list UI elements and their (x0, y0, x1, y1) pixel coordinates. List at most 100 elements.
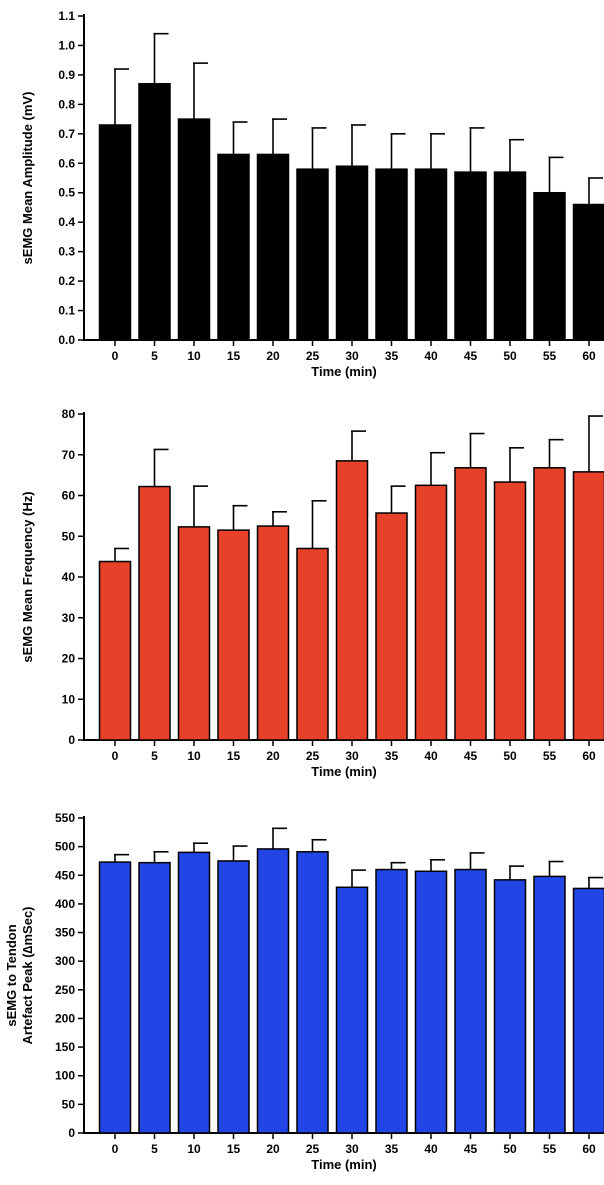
y-tick-label: 100 (55, 1069, 75, 1083)
chart-1: 0.0 0.1 0.2 0.3 0.4 0.5 0.6 0.7 0.8 0.9 1.0 1.1 0 5 10… (20, 9, 604, 379)
x-axis-title: Time (min) (311, 1157, 377, 1172)
bar (296, 168, 329, 341)
y-tick-label: 70 (62, 448, 76, 462)
y-tick-label: 150 (55, 1040, 75, 1054)
x-tick-label: 30 (345, 349, 359, 363)
bar (533, 875, 566, 1134)
bar (414, 168, 448, 341)
x-tick-label: 50 (503, 349, 517, 363)
bar (335, 886, 369, 1134)
x-tick-label: 25 (306, 1142, 320, 1156)
bar (335, 460, 369, 741)
x-tick-label: 0 (112, 749, 119, 763)
bar (572, 203, 604, 341)
x-tick-label: 55 (543, 349, 557, 363)
bar (177, 526, 211, 741)
bar (217, 529, 250, 741)
y-tick-label: 200 (55, 1011, 75, 1025)
chart-2: 0 10 20 30 40 50 60 70 80 0 5 10 15 20 25 30 35 40 45 50 55 6… (20, 407, 604, 779)
y-tick-label: 550 (55, 811, 75, 825)
y-axis-title: Artefact Peak (∆mSec) (20, 906, 35, 1044)
y-tick-label: 0 (68, 1126, 75, 1140)
x-tick-label: 15 (227, 1142, 241, 1156)
bar (177, 851, 211, 1134)
x-tick-label: 60 (582, 349, 596, 363)
x-tick-label: 5 (151, 1142, 158, 1156)
bar (414, 870, 448, 1134)
bar (493, 171, 527, 341)
bar (493, 879, 527, 1134)
x-axis-title: Time (min) (311, 764, 377, 779)
x-tick-label: 5 (151, 349, 158, 363)
x-tick-label: 25 (306, 749, 320, 763)
y-tick-label: 0.4 (58, 215, 75, 229)
bar (138, 82, 171, 341)
bar (335, 165, 369, 341)
y-tick-label: 1.1 (58, 9, 75, 23)
x-tick-label: 15 (227, 349, 241, 363)
bar (256, 848, 290, 1134)
y-tick-label: 0.5 (58, 186, 75, 200)
x-tick-label: 30 (345, 749, 359, 763)
bar (296, 851, 329, 1134)
y-tick-label: 10 (62, 692, 76, 706)
y-tick-label: 0.2 (58, 274, 75, 288)
y-tick-label: 50 (62, 529, 76, 543)
x-axis-title: Time (min) (311, 364, 377, 379)
bar (256, 525, 290, 741)
y-tick-label: 30 (62, 611, 76, 625)
y-tick-label: 40 (62, 570, 76, 584)
y-tick-label: 300 (55, 954, 75, 968)
x-tick-label: 20 (266, 749, 280, 763)
bar (296, 547, 329, 741)
bar (217, 860, 250, 1134)
x-tick-label: 45 (464, 349, 478, 363)
x-tick-label: 20 (266, 349, 280, 363)
y-tick-label: 450 (55, 868, 75, 882)
bar (533, 191, 566, 341)
x-tick-label: 60 (582, 1142, 596, 1156)
y-tick-label: 0.9 (58, 68, 75, 82)
x-tick-label: 45 (464, 749, 478, 763)
y-tick-label: 500 (55, 840, 75, 854)
x-tick-label: 50 (503, 749, 517, 763)
x-tick-label: 35 (385, 749, 399, 763)
bar (375, 868, 408, 1134)
bar (493, 481, 527, 741)
bar (375, 168, 408, 341)
x-tick-label: 10 (187, 349, 201, 363)
y-tick-label: 0.1 (58, 304, 75, 318)
x-tick-label: 45 (464, 1142, 478, 1156)
bar (533, 467, 566, 741)
x-tick-label: 15 (227, 749, 241, 763)
y-axis-title: sEMG Mean Frequency (Hz) (20, 491, 35, 662)
y-tick-label: 0.6 (58, 156, 75, 170)
y-tick-label: 400 (55, 897, 75, 911)
y-tick-label: 0.7 (58, 127, 75, 141)
y-tick-label: 20 (62, 652, 76, 666)
chart-3: 0 50 100 150 200 250 300 350 400 450 500 550 0 5 10 15 2… (4, 811, 604, 1172)
bar (177, 118, 211, 341)
y-tick-label: 0 (68, 733, 75, 747)
bar (217, 153, 250, 341)
bar (454, 171, 487, 341)
x-tick-label: 60 (582, 749, 596, 763)
y-tick-label: 0.0 (58, 333, 75, 347)
bar (454, 868, 487, 1134)
bar (454, 467, 487, 741)
x-tick-label: 55 (543, 1142, 557, 1156)
y-tick-label: 0.3 (58, 245, 75, 259)
y-tick-label: 60 (62, 489, 76, 503)
x-tick-label: 10 (187, 1142, 201, 1156)
y-axis-title: sEMG Mean Amplitude (mV) (20, 92, 35, 265)
y-tick-label: 350 (55, 926, 75, 940)
y-tick-label: 50 (62, 1097, 76, 1111)
x-tick-label: 50 (503, 1142, 517, 1156)
x-tick-label: 0 (112, 349, 119, 363)
bar (98, 861, 132, 1134)
bar (572, 887, 604, 1134)
y-tick-label: 0.8 (58, 97, 75, 111)
x-tick-label: 35 (385, 1142, 399, 1156)
x-tick-label: 30 (345, 1142, 359, 1156)
